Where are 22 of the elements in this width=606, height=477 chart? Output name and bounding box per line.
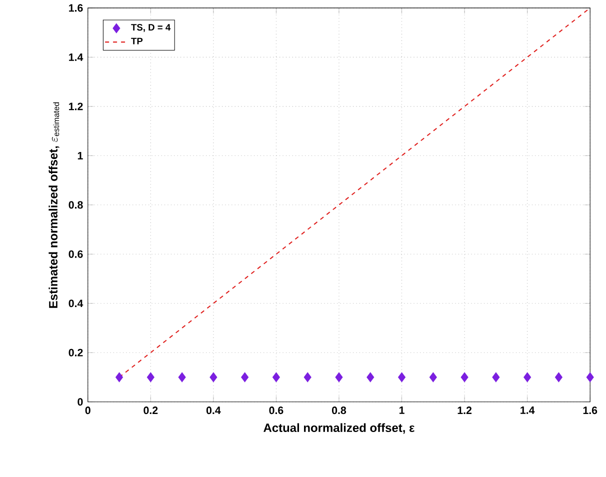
- y-tick-label: 1.6: [69, 4, 83, 12]
- y-tick-label: 0: [78, 398, 83, 406]
- y-tick-label: 1.2: [69, 102, 83, 110]
- y-tick-label: 0.4: [68, 300, 84, 308]
- x-tick-label: 0.8: [332, 406, 346, 414]
- x-tick-label: 1.6: [583, 406, 598, 414]
- x-tick-label: 0.2: [144, 406, 158, 414]
- x-tick-label: 0.6: [269, 406, 284, 414]
- x-tick-label: 0.4: [206, 406, 221, 414]
- y-tick-label: 1: [78, 152, 83, 160]
- x-tick-label: 1: [399, 406, 404, 414]
- x-tick-label: 1.4: [520, 406, 535, 414]
- y-tick-label: 1.4: [69, 54, 84, 61]
- legend-label: TP: [131, 38, 143, 44]
- legend-label: TS, D = 4: [131, 24, 171, 32]
- x-tick-label: 0: [85, 406, 90, 414]
- y-tick-label: 0.6: [68, 250, 83, 258]
- y-tick-label: 0.2: [68, 348, 83, 356]
- y-axis-title: $\mbox{Estimated normalized offset, }\varepsilon_{\mathrm{estimated}}$: [48, 102, 60, 308]
- y-tick-label: 0.8: [68, 201, 83, 209]
- x-tick-label: 1.2: [458, 406, 472, 414]
- x-axis-title: Actual normalized offset, ε: [264, 423, 415, 434]
